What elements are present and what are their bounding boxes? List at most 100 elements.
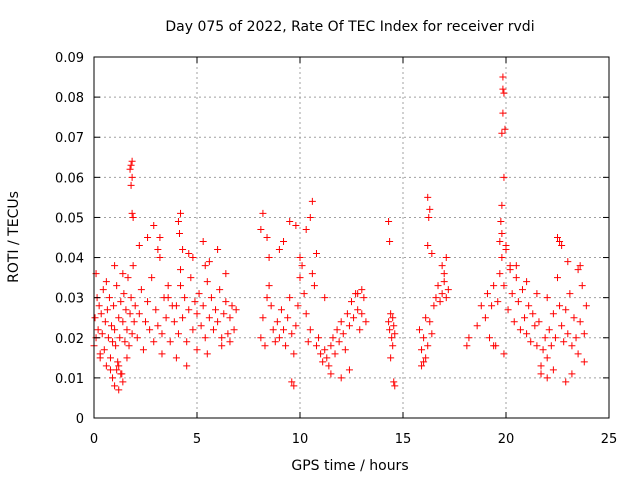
data-point bbox=[95, 302, 103, 310]
x-tick-label: 15 bbox=[395, 432, 412, 447]
data-point bbox=[114, 358, 122, 366]
data-point bbox=[428, 250, 436, 258]
data-point bbox=[282, 342, 290, 350]
data-point bbox=[218, 342, 226, 350]
data-point bbox=[498, 229, 506, 237]
data-point bbox=[306, 326, 314, 334]
data-point bbox=[129, 262, 137, 270]
data-point bbox=[133, 334, 141, 342]
data-point bbox=[108, 322, 116, 330]
data-point bbox=[265, 282, 273, 290]
data-point bbox=[425, 213, 433, 221]
x-tick-label: 25 bbox=[601, 432, 618, 447]
data-point bbox=[103, 306, 111, 314]
data-point bbox=[498, 254, 506, 262]
data-point bbox=[499, 109, 507, 117]
data-point bbox=[265, 254, 273, 262]
data-point bbox=[123, 354, 131, 362]
data-point bbox=[288, 330, 296, 338]
data-point bbox=[564, 258, 572, 266]
data-point bbox=[499, 73, 507, 81]
data-point bbox=[390, 378, 398, 386]
data-point bbox=[486, 334, 494, 342]
data-point bbox=[280, 326, 288, 334]
data-point bbox=[119, 378, 127, 386]
data-point bbox=[337, 374, 345, 382]
data-point bbox=[174, 217, 182, 225]
data-point bbox=[525, 302, 533, 310]
data-point bbox=[432, 294, 440, 302]
data-point bbox=[535, 318, 543, 326]
chart-title: Day 075 of 2022, Rate Of TEC Index for r… bbox=[165, 19, 534, 35]
data-point bbox=[117, 370, 125, 378]
data-point bbox=[259, 314, 267, 322]
data-point bbox=[115, 386, 123, 394]
data-point bbox=[164, 282, 172, 290]
y-tick-label: 0.02 bbox=[55, 332, 84, 347]
data-point bbox=[128, 209, 136, 217]
data-point bbox=[298, 262, 306, 270]
data-point bbox=[98, 330, 106, 338]
data-point bbox=[296, 274, 304, 282]
data-point bbox=[137, 286, 145, 294]
data-point bbox=[181, 294, 189, 302]
data-point bbox=[179, 246, 187, 254]
data-point bbox=[119, 318, 127, 326]
data-point bbox=[331, 350, 339, 358]
data-point bbox=[345, 322, 353, 330]
data-point bbox=[321, 294, 329, 302]
data-point bbox=[146, 326, 154, 334]
data-point bbox=[119, 270, 127, 278]
data-point bbox=[275, 334, 283, 342]
data-point bbox=[300, 290, 308, 298]
data-point bbox=[494, 298, 502, 306]
data-point bbox=[506, 266, 514, 274]
data-point bbox=[337, 318, 345, 326]
y-tick-label: 0.06 bbox=[55, 171, 84, 186]
data-point bbox=[508, 290, 516, 298]
data-point bbox=[442, 294, 450, 302]
data-point bbox=[106, 366, 114, 374]
data-point bbox=[568, 370, 576, 378]
data-point bbox=[551, 334, 559, 342]
ticks: 0 0.01 0.02 0.03 0.04 0.05 0.06 0.07 0.08 0.09 0 5 1… bbox=[55, 51, 617, 447]
data-point bbox=[556, 302, 564, 310]
data-point bbox=[463, 342, 471, 350]
data-point bbox=[415, 326, 423, 334]
data-point bbox=[558, 322, 566, 330]
plot-frame bbox=[93, 56, 610, 419]
data-point bbox=[434, 282, 442, 290]
data-point bbox=[362, 318, 370, 326]
data-point bbox=[576, 318, 584, 326]
data-point bbox=[502, 246, 510, 254]
data-point bbox=[424, 193, 432, 201]
data-point bbox=[444, 286, 452, 294]
data-point bbox=[263, 294, 271, 302]
data-point bbox=[203, 278, 211, 286]
data-point bbox=[269, 326, 277, 334]
data-point bbox=[99, 286, 107, 294]
data-point bbox=[516, 326, 524, 334]
data-point bbox=[292, 221, 300, 229]
data-point bbox=[312, 342, 320, 350]
data-point bbox=[560, 338, 568, 346]
data-point bbox=[179, 314, 187, 322]
data-point bbox=[130, 318, 138, 326]
data-point bbox=[185, 306, 193, 314]
data-point bbox=[109, 338, 117, 346]
data-point bbox=[521, 314, 529, 322]
data-point bbox=[105, 294, 113, 302]
data-point bbox=[500, 89, 508, 97]
data-point bbox=[533, 342, 541, 350]
data-point bbox=[154, 246, 162, 254]
data-point bbox=[424, 242, 432, 250]
data-point bbox=[177, 282, 185, 290]
data-point bbox=[527, 338, 535, 346]
data-point bbox=[154, 322, 162, 330]
data-point bbox=[498, 201, 506, 209]
data-point bbox=[335, 338, 343, 346]
data-point bbox=[117, 298, 125, 306]
data-point bbox=[436, 298, 444, 306]
data-point bbox=[389, 314, 397, 322]
data-point bbox=[304, 338, 312, 346]
